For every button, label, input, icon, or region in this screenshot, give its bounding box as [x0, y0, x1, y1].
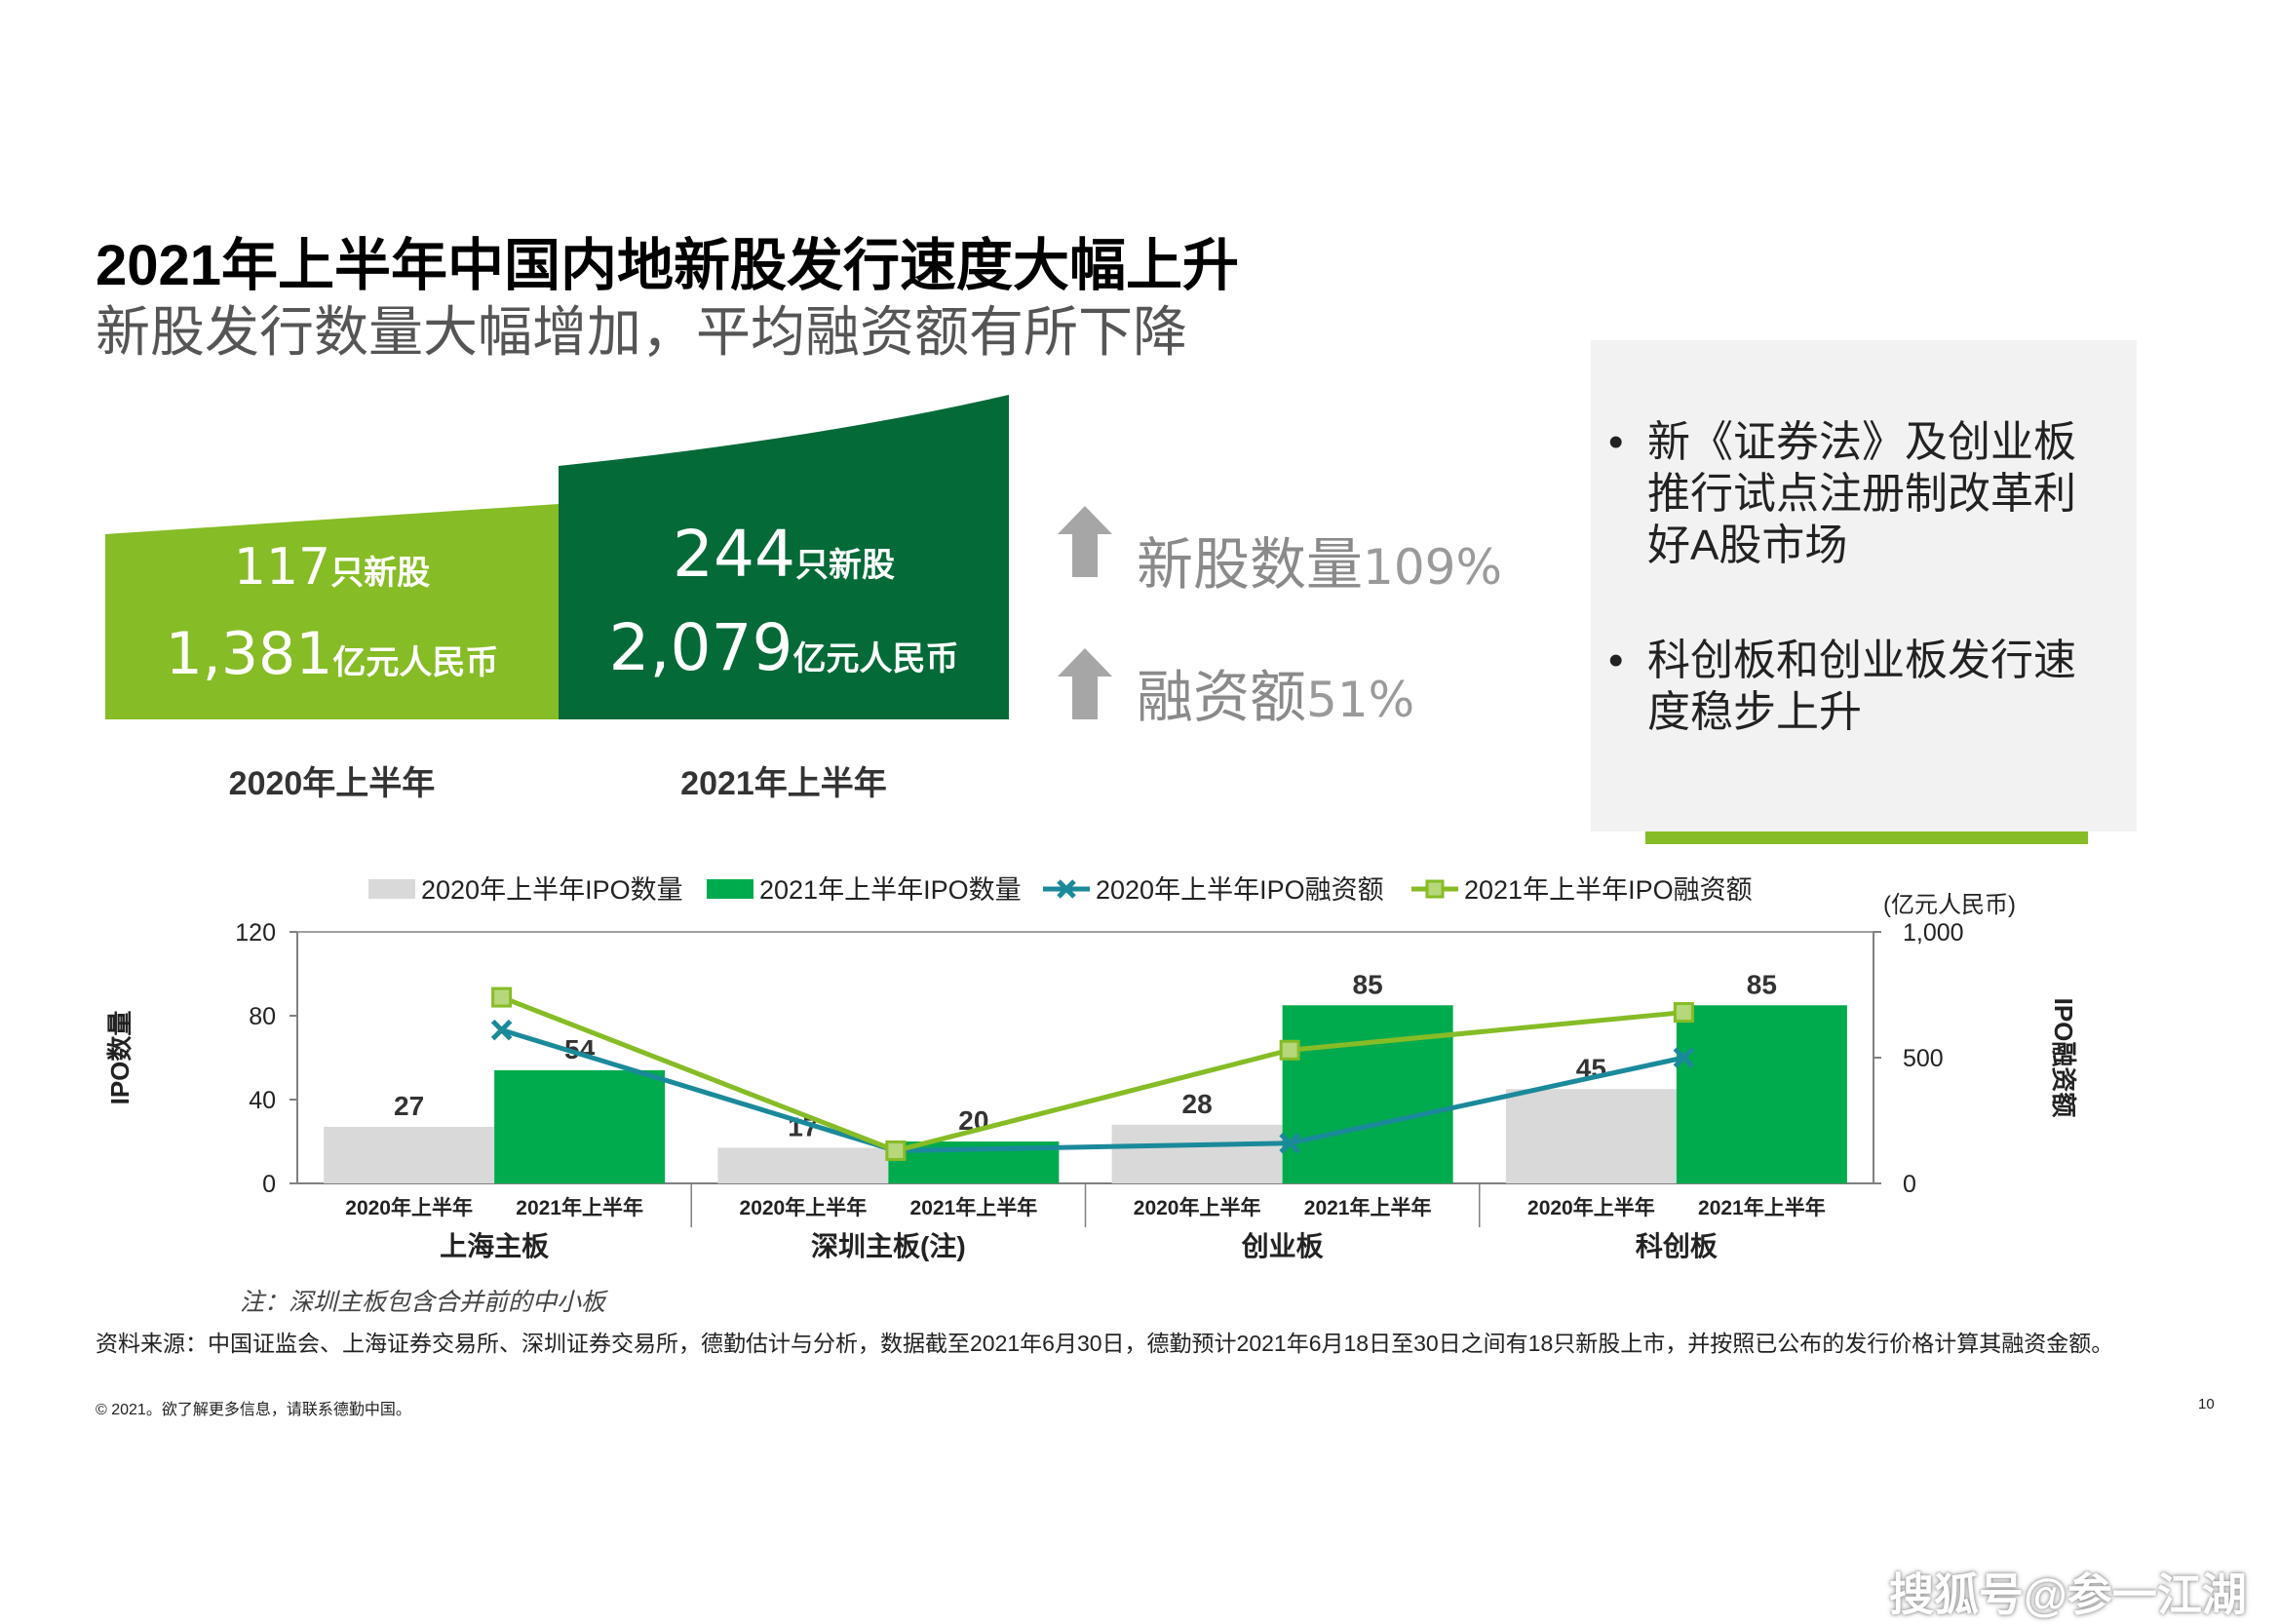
up-arrow-icon — [1058, 648, 1112, 719]
legend-label: 2021年上半年IPO融资额 — [1464, 875, 1753, 905]
line-point — [1279, 1039, 1300, 1061]
bar — [494, 1069, 666, 1183]
source-note: 资料来源：中国证监会、上海证券交易所、深圳证券交易所，德勤估计与分析，数据截至2… — [96, 1331, 2114, 1356]
y-tick-label-left: 120 — [235, 919, 276, 947]
bar-data-label: 27 — [394, 1091, 424, 1121]
y-tick-label-right: 0 — [1903, 1171, 1916, 1198]
line-point — [490, 1019, 513, 1041]
bar — [1505, 1089, 1677, 1183]
notes-accent-bar — [1645, 831, 2088, 844]
page-number: 10 — [2198, 1396, 2215, 1412]
legend-label: 2020年上半年IPO数量 — [421, 875, 683, 905]
stat-amount: 融资额51% — [1137, 666, 1415, 729]
card-2021-shape — [559, 395, 1009, 719]
line-series — [500, 994, 1684, 1154]
x-category-label: 创业板 — [1241, 1231, 1324, 1261]
y-tick-label-right: 1,000 — [1903, 919, 1964, 947]
card-2021-label: 2021年上半年 — [680, 765, 887, 802]
legend-swatch — [707, 879, 753, 899]
up-arrow-icon — [1058, 506, 1112, 577]
legend-label: 2020年上半年IPO融资额 — [1096, 875, 1384, 905]
watermark: 搜狐号@参一江湖 — [1889, 1569, 2247, 1620]
x-sub-label: 2021年上半年 — [1304, 1196, 1432, 1219]
legend-label: 2021年上半年IPO数量 — [759, 875, 1022, 905]
y-axis-title-right: IPO融资额 — [2049, 998, 2078, 1118]
x-sub-label: 2021年上半年 — [516, 1196, 643, 1219]
bar — [1111, 1124, 1283, 1183]
legend-swatch — [368, 879, 415, 899]
bar — [717, 1147, 889, 1183]
x-sub-label: 2020年上半年 — [345, 1196, 473, 1219]
x-sub-label: 2021年上半年 — [1698, 1196, 1826, 1219]
note-bullet: • 科创板和创业板发行速度稳步上升 — [1608, 637, 2076, 736]
line-point — [1673, 1047, 1695, 1068]
x-category-label: 上海主板 — [440, 1231, 549, 1261]
bar-data-label: 85 — [1353, 969, 1383, 999]
y-tick-label-left: 40 — [249, 1087, 276, 1114]
x-sub-label: 2020年上半年 — [1527, 1196, 1655, 1219]
footnote: 注：深圳主板包含合并前的中小板 — [240, 1289, 606, 1316]
bar — [1676, 1005, 1847, 1183]
y-axis-title-left: IPO数量 — [105, 1011, 135, 1105]
y-tick-label-left: 80 — [249, 1003, 276, 1030]
y-tick-label-right: 500 — [1903, 1045, 1944, 1072]
legend-marker — [1057, 879, 1076, 899]
note-bullet: • 新《证券法》及创业板推行试点注册制改革利好A股市场 — [1608, 418, 2076, 569]
line-point — [1279, 1132, 1300, 1154]
notes-box: • 新《证券法》及创业板推行试点注册制改革利好A股市场 • 科创板和创业板发行速度稳… — [1591, 340, 2137, 831]
y-tick-label-left: 0 — [262, 1171, 276, 1198]
bar-data-label: 85 — [1747, 969, 1777, 999]
x-category-label: 科创板 — [1636, 1231, 1718, 1261]
page-title: 2021年上半年中国内地新股发行速度大幅上升 — [96, 234, 1240, 297]
card-2020-amount: 1,381亿元人民币 — [165, 620, 499, 688]
legend-marker — [1425, 879, 1445, 899]
copyright: © 2021。欲了解更多信息，请联系德勤中国。 — [96, 1402, 411, 1418]
card-2021-amount: 2,079亿元人民币 — [608, 610, 959, 685]
card-2021-count: 244只新股 — [673, 517, 895, 592]
bar-data-label: 28 — [1182, 1089, 1213, 1119]
line-point — [491, 986, 513, 1008]
x-sub-label: 2021年上半年 — [910, 1196, 1038, 1219]
x-sub-label: 2020年上半年 — [1134, 1196, 1261, 1219]
card-2020-label: 2020年上半年 — [228, 765, 436, 802]
card-2020-shape — [105, 504, 559, 719]
line-point — [1673, 1002, 1694, 1024]
bar — [324, 1126, 495, 1183]
x-sub-label: 2020年上半年 — [740, 1196, 868, 1219]
line-series — [500, 1027, 1684, 1153]
page-subtitle: 新股发行数量大幅增加，平均融资额有所下降 — [96, 301, 1187, 363]
x-category-label: 深圳主板(注) — [811, 1230, 966, 1261]
bar — [1282, 1005, 1453, 1183]
stat-ipo-count: 新股数量109% — [1137, 533, 1502, 597]
card-2020-count: 117只新股 — [233, 538, 431, 597]
right-axis-unit: (亿元人民币) — [1883, 892, 2016, 918]
line-point — [885, 1140, 907, 1161]
